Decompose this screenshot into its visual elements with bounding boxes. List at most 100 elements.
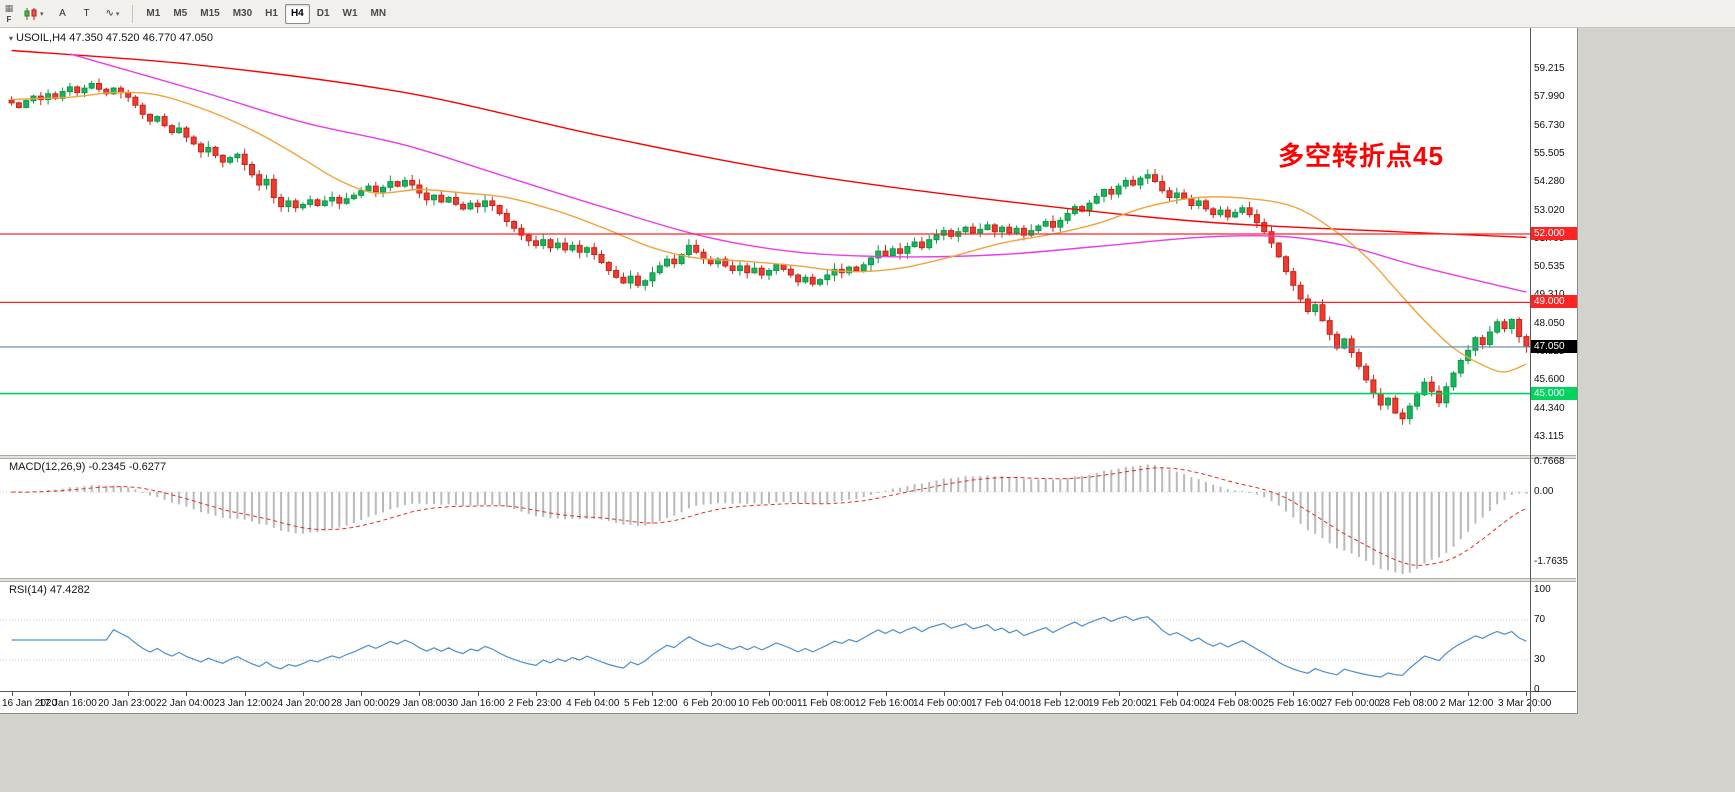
symbol-ohlc-text: USOIL,H4 47.350 47.520 46.770 47.050 — [16, 32, 213, 44]
price-axis-tick: 49.310 — [1534, 289, 1565, 300]
timeframe-mn-button[interactable]: MN — [365, 4, 393, 24]
time-axis-tick — [361, 692, 362, 696]
dock-tab-label: F — [6, 14, 12, 24]
price-axis-tick: 59.215 — [1534, 63, 1565, 74]
chart-toolbar: ▦ F ▾ A T ∿ ▾ M1 M5 M15 M30 H1 H4 D1 W1 MN — [0, 0, 1735, 28]
chart-window[interactable]: ▾ USOIL,H4 47.350 47.520 46.770 47.050 多空… — [0, 28, 1578, 714]
rsi-axis-mark: 0 — [1534, 684, 1540, 695]
time-axis-tick — [827, 692, 828, 696]
rsi-panel: RSI(14) 47.4282 — [0, 582, 1576, 691]
time-axis-label: 19 Feb 20:00 — [1088, 698, 1147, 709]
text-tool-button[interactable]: T — [76, 4, 98, 24]
timeframe-m30-button[interactable]: M30 — [227, 4, 258, 24]
timeframe-d1-button[interactable]: D1 — [311, 4, 336, 24]
time-axis-tick — [944, 692, 945, 696]
time-axis-label: 4 Feb 04:00 — [566, 698, 620, 709]
time-axis-label: 22 Jan 04:00 — [156, 698, 214, 709]
time-axis-label: 30 Jan 16:00 — [447, 698, 505, 709]
symbol-menu-icon[interactable]: ▾ — [9, 34, 14, 43]
time-axis-label: 6 Feb 20:00 — [683, 698, 737, 709]
time-axis-tick — [186, 692, 187, 696]
time-axis[interactable]: 16 Jan 2020 17 Jan 16:00 20 Jan 23:00 22 Ja… — [0, 691, 1576, 712]
time-axis-tick — [1293, 692, 1294, 696]
chart-type-button[interactable]: ▾ — [18, 4, 50, 24]
rsi-axis-mark: 30 — [1534, 654, 1546, 665]
price-axis-tick: 53.020 — [1534, 205, 1565, 216]
timeframe-m5-button[interactable]: M5 — [167, 4, 193, 24]
price-axis-tick: 54.280 — [1534, 176, 1565, 187]
docked-panel-tab[interactable]: ▦ F — [2, 0, 16, 28]
price-axis-tick: 44.340 — [1534, 403, 1565, 414]
price-chart-canvas[interactable] — [0, 30, 1530, 455]
time-axis-label: 11 Feb 08:00 — [797, 698, 856, 709]
time-axis-tick — [1119, 692, 1120, 696]
time-axis-label: 5 Feb 12:00 — [624, 698, 678, 709]
time-axis-label: 14 Feb 00:00 — [913, 698, 972, 709]
curve-icon: ∿ — [105, 8, 114, 19]
time-axis-tick — [70, 692, 71, 696]
time-axis-label: 29 Jan 08:00 — [389, 698, 447, 709]
time-axis-label: 12 Feb 16:00 — [855, 698, 914, 709]
rsi-canvas[interactable] — [0, 582, 1530, 691]
time-axis-label: 2 Mar 12:00 — [1440, 698, 1494, 709]
time-axis-tick — [1526, 692, 1527, 696]
timeframe-w1-button[interactable]: W1 — [337, 4, 364, 24]
macd-axis-mark: 0.7668 — [1534, 456, 1565, 467]
price-level-label: 45.000 — [1531, 387, 1577, 400]
price-level-label: 47.050 — [1531, 340, 1577, 353]
symbol-ohlc-title: ▾ USOIL,H4 47.350 47.520 46.770 47.050 — [9, 32, 213, 44]
draw-tool-button[interactable]: ∿ ▾ — [100, 4, 126, 24]
candlestick-chart-icon — [24, 7, 37, 20]
timeframe-m1-button[interactable]: M1 — [140, 4, 166, 24]
timeframe-h1-button[interactable]: H1 — [259, 4, 284, 24]
time-axis-tick — [419, 692, 420, 696]
time-axis-label: 20 Jan 23:00 — [98, 698, 156, 709]
rsi-title: RSI(14) 47.4282 — [9, 584, 90, 596]
time-axis-tick — [303, 692, 304, 696]
time-axis-tick — [1177, 692, 1178, 696]
chart-annotation: 多空转折点45 — [1278, 141, 1444, 171]
price-axis-tick: 50.535 — [1534, 261, 1565, 272]
time-axis-tick — [536, 692, 537, 696]
price-axis-tick: 48.050 — [1534, 318, 1565, 329]
price-axis-divider — [1530, 28, 1531, 712]
time-axis-tick — [711, 692, 712, 696]
panel-splitter[interactable] — [0, 455, 1576, 459]
time-axis-label: 10 Feb 00:00 — [738, 698, 797, 709]
time-axis-tick — [1002, 692, 1003, 696]
time-axis-label: 2 Feb 23:00 — [508, 698, 562, 709]
toolbar-separator — [132, 4, 134, 23]
time-axis-tick — [1468, 692, 1469, 696]
macd-axis-mark: -1.7635 — [1534, 556, 1568, 567]
timeframe-m15-button[interactable]: M15 — [194, 4, 225, 24]
time-axis-tick — [594, 692, 595, 696]
annotate-a-button[interactable]: A — [52, 4, 74, 24]
price-axis-tick: 55.505 — [1534, 148, 1565, 159]
macd-axis-mark: 0.00 — [1534, 486, 1554, 497]
time-axis-label: 18 Feb 12:00 — [1030, 698, 1089, 709]
time-axis-label: 17 Feb 04:00 — [971, 698, 1030, 709]
time-axis-label: 21 Feb 04:00 — [1146, 698, 1205, 709]
time-axis-label: 17 Jan 16:00 — [39, 698, 97, 709]
time-axis-label: 24 Jan 20:00 — [272, 698, 330, 709]
macd-panel: MACD(12,26,9) -0.2345 -0.6277 — [0, 459, 1576, 578]
panel-splitter[interactable] — [0, 578, 1576, 582]
macd-canvas[interactable] — [0, 459, 1530, 578]
price-axis-tick: 45.600 — [1534, 374, 1565, 385]
price-level-label: 49.000 — [1531, 295, 1577, 308]
timeframe-group: M1 M5 M15 M30 H1 H4 D1 W1 MN — [140, 3, 393, 24]
time-axis-tick — [128, 692, 129, 696]
time-axis-label: 24 Feb 08:00 — [1204, 698, 1263, 709]
price-axis-tick: 43.115 — [1534, 431, 1564, 442]
time-axis-tick — [652, 692, 653, 696]
time-axis-tick — [478, 692, 479, 696]
time-axis-tick — [1410, 692, 1411, 696]
time-axis-tick — [1352, 692, 1353, 696]
price-axis[interactable]: 59.21557.99056.73055.50554.28053.02051.7… — [1531, 28, 1577, 712]
chevron-down-icon: ▾ — [40, 10, 44, 18]
price-level-label: 52.000 — [1531, 227, 1577, 240]
time-axis-tick — [12, 692, 13, 696]
time-axis-tick — [886, 692, 887, 696]
timeframe-h4-button[interactable]: H4 — [284, 3, 310, 24]
time-axis-label: 28 Jan 00:00 — [331, 698, 389, 709]
